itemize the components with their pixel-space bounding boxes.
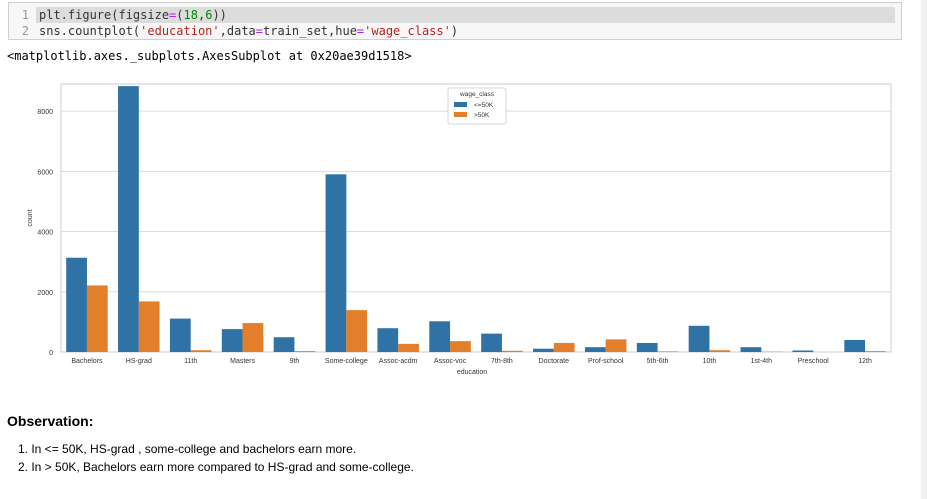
bar: [138, 301, 160, 352]
output-text: <matplotlib.axes._subplots.AxesSubplot a…: [7, 49, 412, 63]
bar: [657, 351, 679, 352]
countplot-chart: 0 2000 4000 6000 8000 Bachelors HS-grad 11th Mas…: [27, 83, 892, 376]
bar: [221, 329, 243, 352]
bar: [481, 333, 502, 352]
legend-title: wage_class: [459, 91, 495, 98]
code-text: plt.figure(figsize=(18,6)): [39, 7, 227, 23]
x-tick-label: Bachelors: [71, 358, 103, 365]
bar: [605, 339, 627, 352]
code-token: 18: [183, 8, 198, 22]
bar: [294, 351, 316, 352]
bar: [709, 350, 731, 352]
bar: [273, 337, 295, 352]
line-number: 1: [21, 8, 29, 22]
bar: [584, 347, 606, 352]
bar: [533, 348, 554, 352]
observation-title: Observation:: [7, 413, 94, 429]
legend-label: >50K: [474, 112, 490, 119]
legend-swatch: [454, 112, 467, 117]
code-token: ,data: [219, 24, 256, 38]
code-token: ,: [197, 8, 206, 22]
bar: [190, 350, 212, 352]
bar: [169, 318, 191, 352]
x-tick-label: 10th: [703, 358, 717, 365]
bar: [118, 86, 139, 353]
bar: [636, 342, 658, 352]
x-axis-label: education: [457, 369, 487, 376]
code-text: sns.countplot('education',data=train_set…: [39, 23, 458, 39]
scrollbar[interactable]: [921, 0, 927, 499]
bar: [688, 325, 710, 352]
x-tick-label: 11th: [184, 358, 197, 365]
x-tick-label: Assoc-voc: [434, 358, 467, 365]
x-tick-label: 7th-8th: [491, 358, 513, 365]
y-tick-label: 6000: [37, 169, 53, 176]
bar: [740, 347, 762, 352]
y-tick-label: 2000: [37, 290, 53, 297]
x-tick-label: HS-grad: [126, 358, 152, 365]
code-token: =: [255, 24, 263, 38]
bar: [792, 350, 814, 352]
bar: [553, 342, 575, 352]
line-highlight: [36, 7, 895, 23]
code-token: sns.countplot(: [39, 24, 141, 38]
code-token: =: [356, 24, 365, 38]
bar: [86, 285, 108, 352]
code-token: 'education': [140, 24, 220, 38]
bar: [66, 257, 87, 352]
bar: [450, 341, 471, 352]
x-tick-label: Doctorate: [539, 358, 569, 365]
legend-label: <=50K: [474, 102, 494, 109]
bar: [429, 321, 451, 352]
code-token: train_set,hue: [263, 24, 357, 38]
x-tick-label: Some-college: [325, 358, 368, 365]
code-token: plt.figure(figsize: [39, 8, 170, 22]
y-axis-label: count: [27, 209, 34, 226]
x-tick-label: Preschool: [798, 358, 830, 365]
x-tick-label: 1st-4th: [751, 358, 773, 365]
code-line-2: 2 sns.countplot('education',data=train_s…: [9, 23, 895, 39]
x-tick-label: Assoc-acdm: [379, 358, 418, 365]
bar: [865, 351, 886, 352]
y-tick-label: 0: [49, 350, 53, 357]
code-token: =: [169, 8, 177, 22]
bar: [346, 310, 368, 352]
x-tick-label: Prof-school: [588, 358, 624, 365]
line-number: 2: [21, 24, 29, 38]
observation-list: 1. In <= 50K, HS-grad , some-college and…: [18, 440, 414, 476]
legend-swatch: [454, 102, 467, 107]
observation-item: 2. In > 50K, Bachelors earn more compare…: [18, 460, 414, 474]
x-tick-label: 9th: [290, 358, 300, 365]
code-token: )): [212, 8, 227, 22]
bar: [325, 174, 347, 352]
bar: [501, 350, 523, 352]
observation-item: 1. In <= 50K, HS-grad , some-college and…: [18, 442, 357, 456]
y-tick-label: 4000: [37, 230, 53, 237]
code-token: (: [176, 8, 184, 22]
x-tick-label: Masters: [230, 358, 255, 365]
bar: [242, 323, 264, 352]
x-tick-label: 12th: [858, 358, 872, 365]
plot-frame: [60, 83, 892, 353]
x-tick-label: 5th-6th: [647, 358, 669, 365]
bar: [844, 339, 866, 352]
y-tick-label: 8000: [37, 109, 53, 116]
code-token: 6: [205, 8, 213, 22]
code-token: ): [450, 24, 459, 38]
code-cell[interactable]: 1 plt.figure(figsize=(18,6)) 2 sns.count…: [8, 2, 902, 40]
code-line-1: 1 plt.figure(figsize=(18,6)): [9, 7, 895, 23]
code-token: 'wage_class': [364, 24, 451, 38]
bar: [377, 328, 399, 352]
bar: [398, 343, 419, 352]
